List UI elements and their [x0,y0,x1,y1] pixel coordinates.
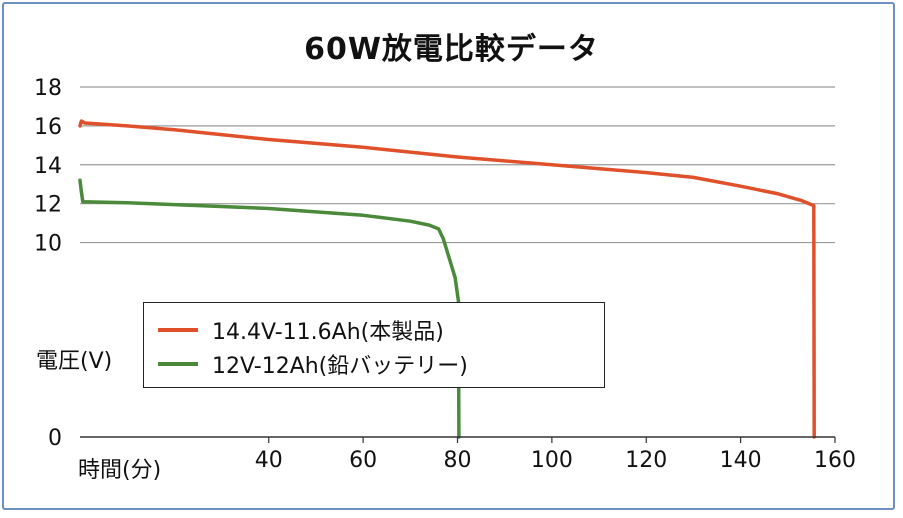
x-tick-label-120: 120 [625,448,667,473]
legend-label-lead: 12V-12Ah(鉛バッテリー) [212,354,468,379]
series-line-0 [78,119,816,439]
x-tick-label-160: 160 [814,448,856,473]
y-axis-label: 電圧(V) [36,349,113,374]
x-tick-label-60: 60 [349,448,377,473]
legend-swatch-product [158,328,198,332]
y-tick-label-14: 14 [34,154,62,179]
x-axis-label: 時間(分) [78,458,162,483]
y-tick-label-16: 16 [34,115,62,140]
legend-item-lead: 12V-12Ah(鉛バッテリー) [158,349,468,379]
series-line-1 [78,178,461,439]
legend-label-product: 14.4V-11.6Ah(本製品) [212,320,444,345]
y-tick-label-12: 12 [34,193,62,218]
legend: 14.4V-11.6Ah(本製品) 12V-12Ah(鉛バッテリー) [143,302,605,388]
x-tick-label-40: 40 [255,448,283,473]
y-tick-label-18: 18 [34,76,62,101]
x-tick-label-100: 100 [531,448,573,473]
legend-swatch-lead [158,362,198,366]
legend-item-product: 14.4V-11.6Ah(本製品) [158,315,444,345]
x-tick-label-140: 140 [720,448,762,473]
y-tick-label-10: 10 [34,232,62,257]
x-tick-label-80: 80 [444,448,472,473]
chart-title: 60W放電比較データ [304,32,599,67]
y-tick-label-0: 0 [48,426,62,451]
